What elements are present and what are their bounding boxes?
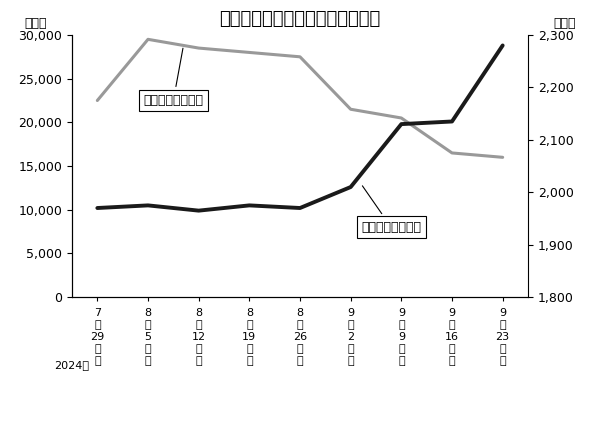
Text: 平均売価（右軸）: 平均売価（右軸）: [361, 186, 421, 234]
Text: 8
月
12
日
週: 8 月 12 日 週: [191, 308, 206, 366]
Text: 9
月
23
日
週: 9 月 23 日 週: [496, 308, 510, 366]
Text: 9
月
16
日
週: 9 月 16 日 週: [445, 308, 459, 366]
Text: （円）: （円）: [553, 17, 576, 30]
Text: （個）: （個）: [24, 17, 47, 30]
Text: 9
月
9
日
週: 9 月 9 日 週: [398, 308, 405, 366]
Text: 7
月
29
日
週: 7 月 29 日 週: [90, 308, 104, 366]
Text: 2024年: 2024年: [55, 360, 89, 370]
Text: 販売個数（左軸）: 販売個数（左軸）: [143, 48, 203, 107]
Text: 8
月
26
日
週: 8 月 26 日 週: [293, 308, 307, 366]
Title: コメの平均売価と販売個数の推移: コメの平均売価と販売個数の推移: [220, 10, 380, 28]
Text: 9
月
2
日
週: 9 月 2 日 週: [347, 308, 354, 366]
Text: 8
月
5
日
週: 8 月 5 日 週: [145, 308, 152, 366]
Text: 8
月
19
日
週: 8 月 19 日 週: [242, 308, 256, 366]
